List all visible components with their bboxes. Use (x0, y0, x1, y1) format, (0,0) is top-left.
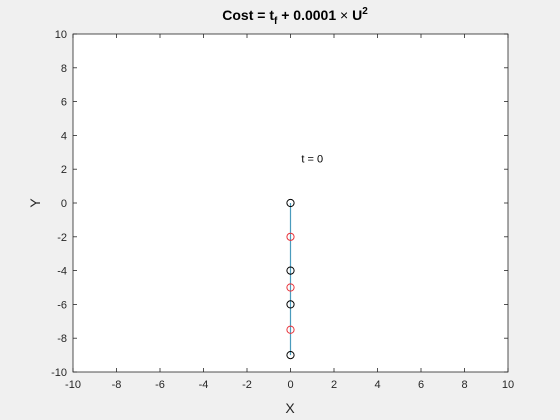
y-tick-label: 8 (61, 63, 67, 75)
x-tick-label: -2 (242, 379, 252, 391)
title-part-coefficient: + 0.0001 (277, 7, 340, 23)
y-tick-label: -6 (57, 299, 67, 311)
y-tick-label: 6 (61, 97, 67, 109)
x-axis-label: X (285, 400, 295, 416)
marker-joints (286, 198, 295, 208)
marker-joints (286, 266, 295, 275)
y-tick-label: -2 (57, 232, 67, 244)
y-tick-label: 4 (61, 130, 67, 142)
x-tick-label: 2 (331, 379, 337, 391)
title-subscript-f: f (274, 16, 278, 27)
x-tick-label: 10 (502, 379, 514, 391)
chart-title: Cost = tf + 0.0001 × U2 (222, 6, 368, 27)
time-annotation: t = 0 (301, 153, 323, 165)
y-tick-label: -10 (51, 367, 67, 379)
plot-layer (286, 198, 295, 360)
marker-joints (286, 300, 295, 309)
title-part-cost: Cost = t (222, 7, 274, 23)
y-tick-label: -4 (57, 266, 67, 278)
y-tick-label: -8 (57, 333, 67, 345)
x-tick-label: -4 (199, 379, 209, 391)
x-tick-label: 4 (374, 379, 380, 391)
title-times-symbol: × (340, 7, 348, 23)
marker-joints (286, 351, 295, 360)
y-axis-label: Y (27, 198, 43, 208)
x-tick-label: 6 (418, 379, 424, 391)
y-tick-label: 0 (61, 198, 67, 210)
x-tick-label: 8 (461, 379, 467, 391)
title-superscript-2: 2 (362, 6, 368, 17)
axes-box (72, 33, 509, 373)
axes: -10 -8 -6 -4 -2 0 2 4 6 8 10 -10 -8 -6 -4 -2 0 2 4 6 8 10 (51, 29, 514, 391)
marker-centers (286, 283, 295, 292)
y-axis-ticks: -10 -8 -6 -4 -2 0 2 4 6 8 10 (51, 29, 508, 379)
y-tick-label: 2 (61, 164, 67, 176)
x-tick-label: -8 (112, 379, 122, 391)
title-part-u: U (348, 7, 362, 23)
marker-centers (286, 232, 295, 241)
x-tick-label: 0 (287, 379, 293, 391)
x-tick-label: -10 (65, 379, 81, 391)
marker-centers (286, 325, 295, 334)
x-tick-label: -6 (155, 379, 165, 391)
y-tick-label: 10 (55, 29, 67, 41)
